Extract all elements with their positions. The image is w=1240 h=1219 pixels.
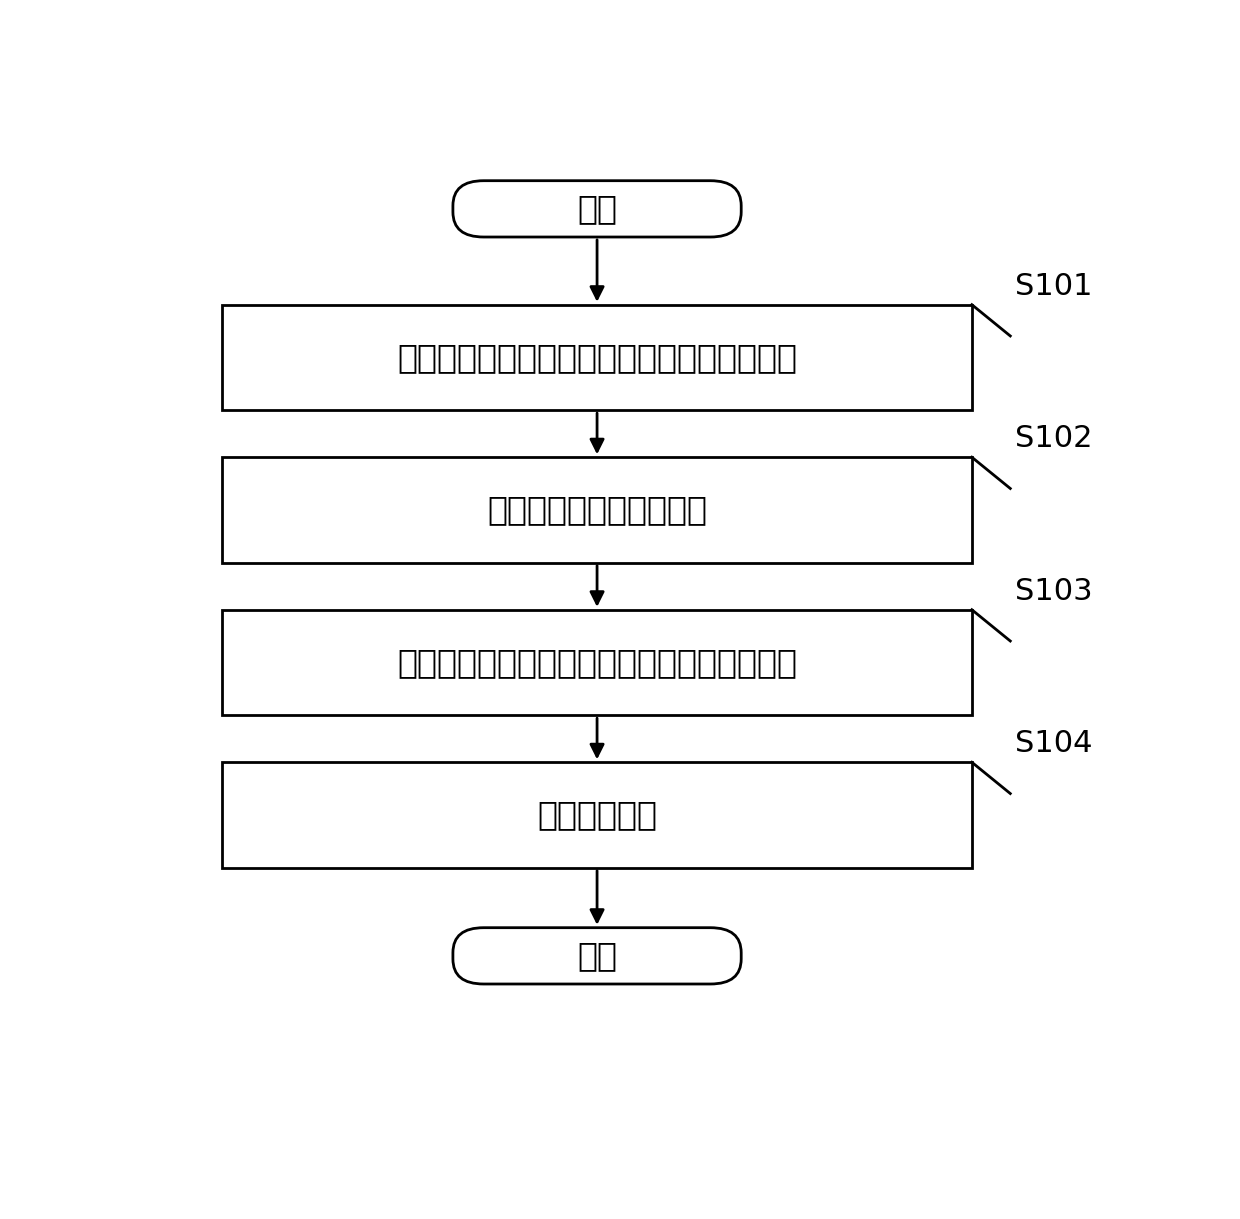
Bar: [222, 305, 972, 411]
Text: 控制第一光源和第二光源对光学元件进行照明: 控制第一光源和第二光源对光学元件进行照明: [397, 341, 797, 374]
Text: S102: S102: [1016, 424, 1092, 453]
FancyBboxPatch shape: [453, 928, 742, 984]
Text: 对照明图像进行图像增强处理，得到检测图像: 对照明图像进行图像增强处理，得到检测图像: [397, 646, 797, 679]
Text: 获取光学元件的照明图像: 获取光学元件的照明图像: [487, 494, 707, 527]
FancyBboxPatch shape: [453, 180, 742, 236]
Bar: [222, 610, 972, 716]
Text: S101: S101: [1016, 272, 1092, 301]
Text: S104: S104: [1016, 729, 1092, 758]
Bar: [222, 457, 972, 563]
Text: 输出检测图像: 输出检测图像: [537, 798, 657, 831]
Bar: [222, 762, 972, 868]
Text: S103: S103: [1016, 577, 1092, 606]
Text: 开始: 开始: [577, 193, 618, 226]
Text: 结束: 结束: [577, 940, 618, 973]
